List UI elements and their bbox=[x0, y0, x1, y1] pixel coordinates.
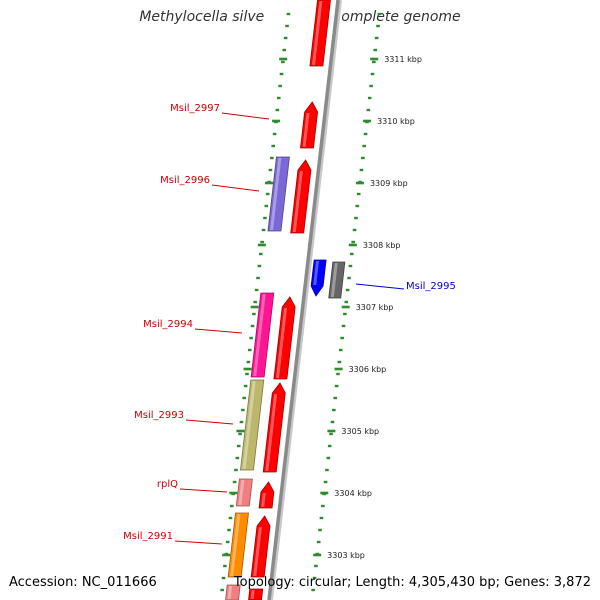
labels-layer: Msil_2997 Msil_2996 Msil_2994 Msil_2993 rplQ… bbox=[123, 103, 456, 545]
gene-label-msil_2993[interactable]: Msil_2993 bbox=[134, 410, 234, 425]
label-leader-line bbox=[179, 488, 228, 493]
feature-body bbox=[235, 478, 253, 507]
feature-highlight bbox=[265, 394, 278, 471]
feature-body bbox=[248, 588, 264, 600]
feature-highlight bbox=[227, 586, 233, 599]
topology-stats-text: Topology: circular; Length: 4,305,430 bp… bbox=[233, 575, 591, 590]
feature-gene-13[interactable] bbox=[225, 584, 241, 600]
kbp-tick-label: 3305 kbp bbox=[341, 427, 379, 436]
gene-label-text: Msil_2997 bbox=[170, 103, 220, 114]
feature-cds-6[interactable] bbox=[250, 515, 271, 578]
feature-rev2-15[interactable] bbox=[328, 261, 346, 299]
feature-highlight bbox=[253, 527, 262, 576]
gene-label-text: Msil_2995 bbox=[406, 281, 456, 292]
gene-label-text: Msil_2993 bbox=[134, 410, 184, 421]
kbp-tick-label: 3309 kbp bbox=[370, 179, 408, 188]
kbp-tick-label: 3303 kbp bbox=[327, 551, 365, 560]
feature-gene-8[interactable] bbox=[267, 156, 290, 232]
label-leader-line bbox=[194, 328, 243, 334]
feature-highlight bbox=[312, 1, 323, 65]
feature-highlight bbox=[238, 480, 245, 505]
accession-text: Accession: NC_011666 bbox=[9, 575, 157, 590]
label-leader-line bbox=[174, 540, 223, 545]
feature-cds-4[interactable] bbox=[262, 382, 286, 473]
kbp-tick-label: 3304 kbp bbox=[334, 489, 372, 498]
kbp-tick-label: 3306 kbp bbox=[349, 365, 387, 374]
gene-label-text: Msil_2996 bbox=[160, 175, 210, 186]
feature-cds-2[interactable] bbox=[290, 159, 312, 234]
kbp-tick-label: 3308 kbp bbox=[363, 241, 401, 250]
feature-body bbox=[310, 259, 327, 297]
label-leader-line bbox=[211, 184, 260, 192]
gene-label-text: Msil_2994 bbox=[143, 319, 193, 330]
gene-label-msil_2996[interactable]: Msil_2996 bbox=[160, 175, 260, 192]
feature-highlight bbox=[276, 308, 288, 378]
feature-gene-12[interactable] bbox=[227, 512, 249, 578]
feature-highlight bbox=[253, 294, 266, 376]
feature-cds-5[interactable] bbox=[258, 481, 275, 509]
feature-rev1-14[interactable] bbox=[310, 259, 327, 297]
feature-gene-10[interactable] bbox=[240, 379, 265, 471]
feature-highlight bbox=[242, 381, 256, 469]
feature-cds-1[interactable] bbox=[300, 101, 319, 149]
feature-highlight bbox=[313, 261, 319, 285]
gene-label-msil_2991[interactable]: Msil_2991 bbox=[123, 531, 223, 545]
label-leader-line bbox=[221, 112, 270, 120]
feature-highlight bbox=[250, 590, 255, 599]
feature-cds-7[interactable] bbox=[248, 588, 264, 600]
label-leader-line bbox=[185, 419, 234, 425]
tick-rings-layer: 3311 kbp 3310 kbp 3309 kbp 3308 kbp 3307 kbp… bbox=[220, 12, 422, 592]
feature-highlight bbox=[261, 493, 266, 507]
gene-label-rplq[interactable]: rplQ bbox=[157, 479, 228, 493]
genome-backbone bbox=[267, 0, 340, 600]
gene-label-text: Msil_2991 bbox=[123, 531, 173, 542]
feature-cds-3[interactable] bbox=[273, 296, 296, 380]
feature-highlight bbox=[330, 263, 338, 297]
feature-gene-9[interactable] bbox=[250, 292, 275, 378]
kbp-tick-label: 3311 kbp bbox=[384, 55, 422, 64]
label-leader-line bbox=[355, 283, 405, 290]
gene-label-text: rplQ bbox=[157, 479, 178, 490]
feature-highlight bbox=[270, 158, 282, 230]
kbp-tick-label: 3307 kbp bbox=[356, 303, 394, 312]
kbp-tick-label: 3310 kbp bbox=[377, 117, 415, 126]
feature-cds-0[interactable] bbox=[309, 0, 331, 67]
feature-highlight bbox=[302, 113, 310, 147]
gene-label-msil_2997[interactable]: Msil_2997 bbox=[170, 103, 270, 120]
gene-label-msil_2995[interactable]: Msil_2995 bbox=[355, 281, 456, 292]
feature-highlight bbox=[230, 514, 241, 576]
gene-label-msil_2994[interactable]: Msil_2994 bbox=[143, 319, 243, 334]
feature-highlight bbox=[292, 171, 303, 232]
feature-gene-11[interactable] bbox=[235, 478, 253, 507]
features-layer bbox=[225, 0, 346, 600]
